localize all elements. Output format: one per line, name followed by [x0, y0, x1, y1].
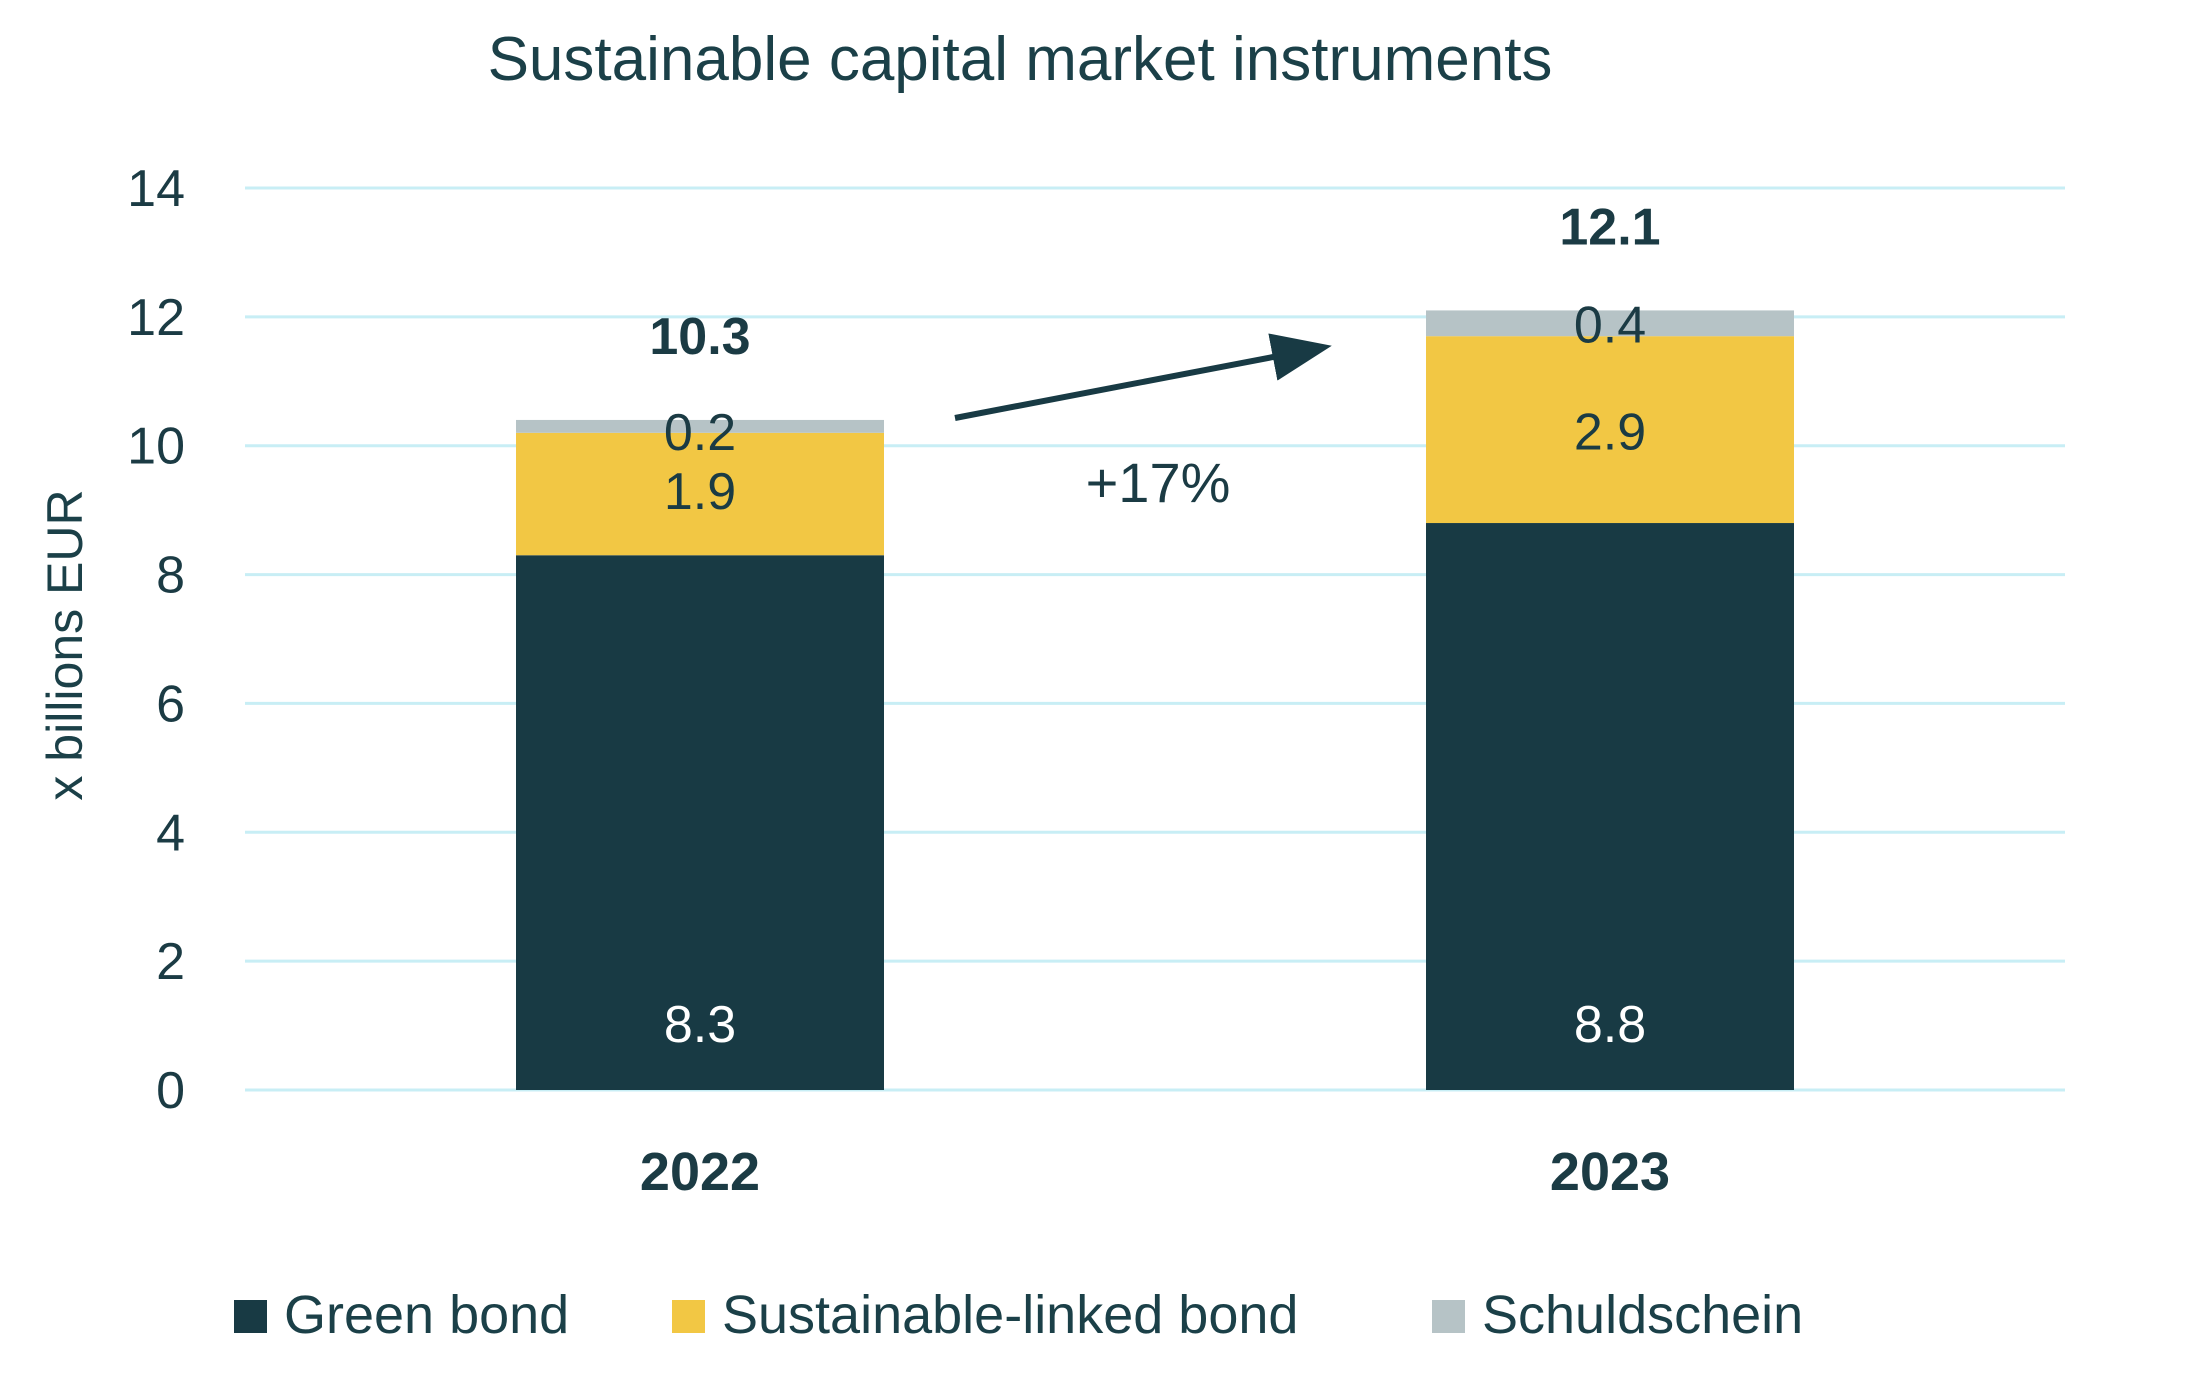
growth-annotation: +17% [954, 333, 1332, 514]
y-tick-label-10: 10 [127, 418, 185, 476]
legend-label-sustainable-linked-bond: Sustainable-linked bond [722, 1285, 1298, 1345]
total-label-2023: 12.1 [1559, 198, 1660, 256]
bars [516, 310, 1794, 1090]
legend-swatch-green-bond [234, 1300, 267, 1333]
y-tick-label-4: 4 [156, 804, 185, 862]
bar-2022-sustainable-linked-bond [516, 432, 884, 556]
bar-2023-schuldschein [1426, 310, 1794, 337]
data-label-2022-green-bond: 8.3 [664, 996, 736, 1054]
legend: Green bond Sustainable-linked bond Schulds… [234, 1285, 1803, 1345]
data-label-2022-sustainable-linked-bond: 1.9 [664, 463, 736, 521]
legend-label-green-bond: Green bond [284, 1285, 569, 1345]
growth-arrow [954, 333, 1332, 421]
data-label-2023-sustainable-linked-bond: 2.9 [1574, 404, 1646, 462]
legend-label-schuldschein: Schuldschein [1482, 1285, 1803, 1345]
data-label-2023-schuldschein: 0.4 [1574, 296, 1646, 354]
axes: 0 2 4 6 8 10 12 14 2022 2023 [127, 160, 1670, 1202]
x-tick-label-2023: 2023 [1550, 1142, 1670, 1202]
bar-2023-sustainable-linked-bond [1426, 336, 1794, 524]
chart-title: Sustainable capital market instruments [488, 25, 1553, 94]
y-tick-label-14: 14 [127, 160, 185, 218]
y-tick-label-12: 12 [127, 289, 185, 347]
data-label-2022-schuldschein: 0.2 [664, 404, 736, 462]
y-axis-label: x billions EUR [37, 489, 93, 800]
y-tick-label-2: 2 [156, 933, 185, 991]
data-labels: 8.3 1.90.2 10.3 8.8 2.9 0.4 12.1 [649, 198, 1660, 1054]
bar-2022-schuldschein [516, 419, 884, 433]
legend-swatch-schuldschein [1432, 1300, 1465, 1333]
y-tick-label-6: 6 [156, 675, 185, 733]
bar-2022-green-bond [516, 555, 884, 1090]
y-tick-label-8: 8 [156, 547, 185, 605]
x-tick-label-2022: 2022 [640, 1142, 760, 1202]
data-label-2023-green-bond: 8.8 [1574, 996, 1646, 1054]
y-tick-label-0: 0 [156, 1062, 185, 1120]
legend-swatch-sustainable-linked-bond [672, 1300, 705, 1333]
bar-2023-green-bond [1426, 523, 1794, 1090]
growth-percentage-label: +17% [1086, 451, 1231, 514]
total-label-2022: 10.3 [649, 308, 750, 366]
